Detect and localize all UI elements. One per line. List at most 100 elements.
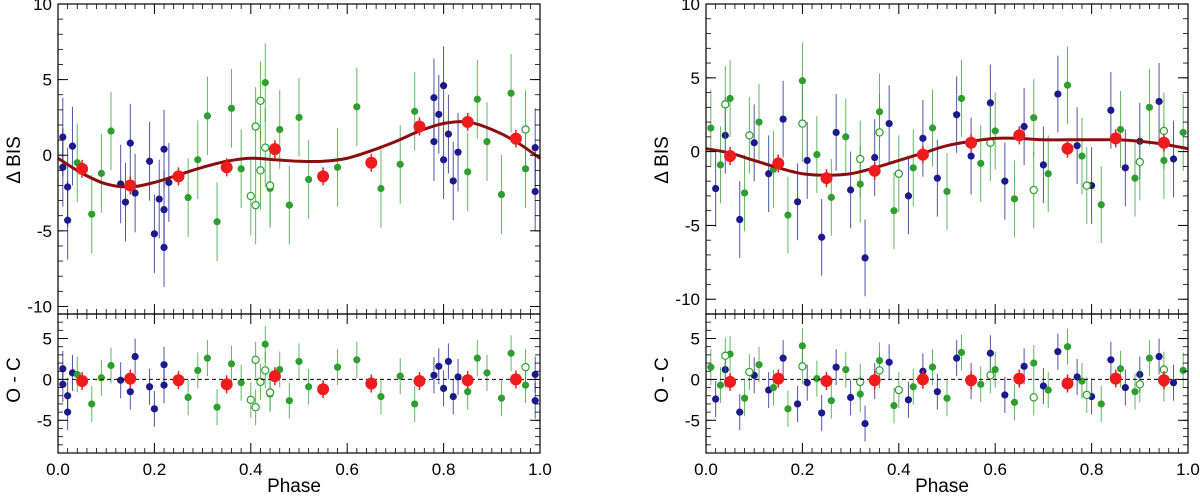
left-bottom-green-point <box>213 403 221 411</box>
right-top-blue-point <box>885 119 893 128</box>
left-bottom-open-green-point <box>261 366 270 375</box>
right-top-blue-point <box>750 139 758 147</box>
right-top-open-green-point <box>894 169 904 178</box>
left-top-green-point <box>473 95 481 103</box>
right-top-green-point <box>1179 128 1187 137</box>
right-figure: 10 5 0 -5 -10 5 0 -5 0.0 0.2 0.4 0.6 0.8 1.0 Phase Δ… <box>652 0 1200 497</box>
right-bottom-green-point <box>842 366 850 374</box>
right-bottom-open-green-point <box>1082 390 1091 400</box>
right-bottom-x-tick-label: 1.0 <box>1176 460 1200 479</box>
left-bottom-x-tick-label: 0.2 <box>143 460 167 479</box>
right-bottom-open-green-point <box>986 371 995 380</box>
right-bottom-green-point <box>1044 386 1052 394</box>
right-bottom-blue-point <box>986 349 994 357</box>
left-top-binned-point <box>172 170 185 183</box>
right-bottom-green-point <box>1030 359 1038 367</box>
right-bottom-blue-point <box>1121 383 1129 392</box>
left-top-blue-point <box>150 230 158 238</box>
left-bottom-blue-point <box>160 381 168 389</box>
right-bottom-green-point <box>827 397 835 405</box>
right-top-blue-point <box>712 184 720 193</box>
right-bottom-green-point <box>1063 343 1072 351</box>
right-top-binned-point <box>1157 136 1170 149</box>
left-bottom-blue-point <box>160 361 168 369</box>
right-bottom-x-tick-label: 0.8 <box>1080 460 1104 479</box>
right-top-blue-point <box>793 198 802 206</box>
left-bottom-open-green-point <box>251 403 260 412</box>
left-bottom-green-point <box>353 356 361 364</box>
right-bottom-open-green-point <box>1029 393 1038 402</box>
left-bottom-green-point <box>285 397 293 405</box>
left-top-blue-point <box>145 157 154 165</box>
right-bottom-open-green-point <box>875 366 884 375</box>
left-bottom-binned-point <box>76 375 89 388</box>
left-bottom-binned-point <box>365 377 378 390</box>
right-top-y-axis-label: Δ BIS <box>652 136 673 184</box>
left-top-binned-point <box>365 156 378 169</box>
right-top-blue-point <box>1073 142 1081 150</box>
right-bottom-blue-point <box>1020 362 1028 370</box>
left-top-blue-point <box>531 144 539 152</box>
right-top-y-tick-label: -10 <box>675 290 700 309</box>
right-bottom-green-point <box>1078 377 1086 385</box>
left-top-blue-point <box>440 156 448 164</box>
right-bottom-series-open-green <box>721 337 1169 416</box>
left-bottom-series-open-green <box>246 341 530 426</box>
left-top-blue-point <box>59 163 67 171</box>
right-top-blue-point <box>904 192 913 200</box>
left-bottom-green-point <box>411 400 419 408</box>
right-bottom-series-blue <box>712 333 1178 442</box>
right-bottom-green-point <box>909 383 917 391</box>
right-top-open-green-point <box>745 131 754 140</box>
right-top-blue-point <box>818 233 826 241</box>
right-bottom-green-point <box>943 394 951 402</box>
left-bottom-blue-point <box>444 357 453 366</box>
left-top-binned-point <box>76 162 89 175</box>
right-top-green-point <box>928 124 937 132</box>
right-bottom-blue-point <box>1169 379 1178 387</box>
right-top-green-point <box>1116 125 1125 134</box>
right-top-green-point <box>977 159 985 168</box>
right-bottom-green-point <box>740 394 749 402</box>
right-top-open-green-point <box>721 100 730 109</box>
left-bottom-blue-point <box>435 362 443 370</box>
right-top-blue-point <box>1001 177 1009 185</box>
right-top-green-point <box>755 118 763 126</box>
left-bottom-green-point <box>377 392 385 401</box>
left-top-blue-point <box>449 177 457 185</box>
right-bottom-binned-point <box>916 373 929 386</box>
left-top-y-tick-label: 0 <box>43 146 52 165</box>
right-top-y-tick-label: -5 <box>685 216 700 235</box>
right-bottom-open-green-point <box>745 367 754 377</box>
right-top-binned-point <box>724 150 737 163</box>
left-top-blue-point <box>440 82 448 90</box>
left-top-binned-point <box>461 115 474 128</box>
left-bottom-green-point <box>295 357 303 366</box>
right-top-binned-point <box>868 164 881 177</box>
right-bottom-binned-point <box>868 374 881 387</box>
left-top-blue-point <box>444 130 453 138</box>
right-top-green-point <box>784 211 792 219</box>
right-top-open-green-point <box>1135 157 1145 167</box>
left-top-green-point <box>305 175 313 184</box>
right-bottom-blue-point <box>818 409 826 417</box>
left-bottom-series-blue <box>59 338 539 431</box>
right-top-series-blue <box>712 55 1178 297</box>
right-bottom-green-point <box>707 363 715 371</box>
left-bottom-green-point <box>305 383 313 391</box>
right-top-green-point <box>1030 114 1038 122</box>
left-bottom-blue-point <box>531 370 539 379</box>
right-bottom-blue-point <box>1001 391 1009 399</box>
right-bottom-green-point <box>1145 354 1154 362</box>
right-bottom-binned-point <box>1157 374 1170 387</box>
left-bottom-blue-point <box>150 405 158 413</box>
left-top-blue-point <box>64 216 72 224</box>
left-top-green-point <box>507 89 515 97</box>
right-top-green-point <box>1063 81 1072 89</box>
right-x-axis-label: Phase <box>915 476 969 497</box>
left-bottom-x-tick-label: 0.8 <box>432 460 456 479</box>
left-bottom-green-point <box>396 372 404 380</box>
right-top-series-green <box>707 42 1187 254</box>
right-bottom-blue-point <box>847 393 855 401</box>
right-bottom-binned-point <box>1061 377 1074 390</box>
